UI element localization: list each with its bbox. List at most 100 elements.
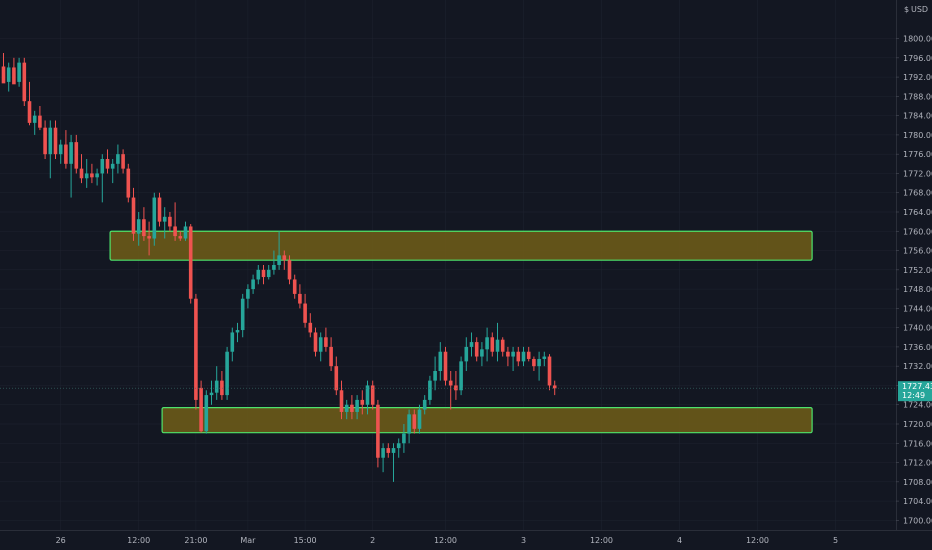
candle[interactable] (339, 380, 344, 420)
candle[interactable] (350, 395, 354, 420)
candle[interactable] (287, 255, 292, 285)
candle[interactable] (526, 346, 531, 362)
candle[interactable] (69, 134, 73, 198)
support-resistance-zones[interactable] (109, 230, 813, 434)
candle[interactable] (324, 327, 328, 352)
candle[interactable] (292, 274, 297, 299)
candle[interactable] (95, 168, 99, 186)
candle[interactable] (334, 356, 339, 396)
candle[interactable] (386, 443, 391, 458)
candle[interactable] (48, 120, 53, 179)
candle[interactable] (495, 322, 500, 362)
candle[interactable] (402, 424, 406, 453)
candle[interactable] (464, 337, 469, 371)
candle[interactable] (303, 293, 307, 328)
candle[interactable] (251, 274, 255, 294)
candle[interactable] (183, 221, 188, 241)
candle[interactable] (209, 380, 214, 405)
candle[interactable] (266, 265, 271, 280)
candle[interactable] (448, 371, 453, 410)
candle[interactable] (542, 351, 547, 367)
candle[interactable] (142, 207, 146, 241)
candle[interactable] (194, 293, 198, 410)
currency-indicator[interactable]: $ USD (904, 5, 928, 14)
candle[interactable] (396, 438, 401, 458)
candle[interactable] (537, 351, 541, 381)
candle[interactable] (417, 404, 422, 434)
candle[interactable] (381, 443, 385, 473)
candle[interactable] (100, 154, 105, 203)
candle[interactable] (38, 106, 42, 131)
candle[interactable] (376, 399, 380, 468)
candle[interactable] (168, 212, 172, 232)
time-axis[interactable]: 26 12:00 21:00 Mar 15:00 2 12:00 3 12:00 4 12:00 5 (56, 536, 838, 545)
candle[interactable] (407, 409, 411, 444)
candle[interactable] (43, 120, 47, 159)
candle[interactable] (485, 327, 489, 362)
candle[interactable] (308, 313, 313, 338)
candle[interactable] (438, 342, 443, 381)
candle[interactable] (131, 187, 136, 241)
candle[interactable] (152, 192, 157, 246)
candle[interactable] (136, 212, 141, 246)
candle[interactable] (318, 332, 323, 362)
candle[interactable] (298, 284, 302, 309)
candle[interactable] (511, 346, 515, 371)
candle[interactable] (552, 380, 557, 396)
zone-rect-2[interactable] (161, 407, 813, 434)
candle[interactable] (532, 356, 536, 371)
candle[interactable] (500, 337, 505, 357)
candle[interactable] (225, 346, 229, 400)
candle[interactable] (121, 149, 125, 174)
candle[interactable] (277, 231, 281, 270)
candle[interactable] (355, 395, 359, 420)
candle[interactable] (230, 327, 235, 362)
candle[interactable] (116, 144, 120, 174)
candle[interactable] (443, 346, 448, 386)
candle[interactable] (178, 231, 183, 241)
candle[interactable] (6, 62, 11, 92)
candle[interactable] (84, 159, 89, 188)
candle[interactable] (1, 53, 6, 84)
candle[interactable] (422, 395, 427, 415)
candle[interactable] (220, 371, 224, 400)
candle[interactable] (74, 134, 79, 174)
candle[interactable] (214, 366, 219, 400)
candle[interactable] (474, 337, 479, 362)
candle[interactable] (547, 354, 552, 391)
candle[interactable] (360, 390, 365, 415)
candle[interactable] (147, 221, 151, 256)
candle[interactable] (27, 81, 32, 126)
candle[interactable] (391, 443, 396, 482)
candle[interactable] (344, 399, 349, 420)
candle[interactable] (521, 346, 526, 367)
candle[interactable] (365, 380, 370, 415)
candle[interactable] (370, 380, 375, 410)
candle[interactable] (272, 250, 276, 275)
candle[interactable] (459, 356, 463, 396)
candle[interactable] (490, 332, 495, 357)
candle[interactable] (433, 356, 437, 391)
candle[interactable] (110, 159, 115, 184)
candle[interactable] (22, 57, 27, 106)
candle[interactable] (58, 139, 63, 164)
candle[interactable] (157, 192, 162, 227)
candle[interactable] (173, 202, 177, 241)
candle[interactable] (32, 110, 37, 135)
candle[interactable] (516, 346, 521, 367)
candle[interactable] (480, 342, 484, 367)
candle[interactable] (64, 130, 68, 169)
candle[interactable] (454, 371, 458, 400)
candle[interactable] (256, 265, 261, 285)
candle[interactable] (12, 57, 16, 85)
candle[interactable] (105, 149, 110, 174)
candle[interactable] (313, 327, 318, 357)
candle[interactable] (329, 337, 333, 371)
candle[interactable] (199, 380, 203, 433)
candle[interactable] (240, 293, 245, 338)
candle[interactable] (246, 284, 250, 309)
candle[interactable] (17, 57, 21, 87)
candle[interactable] (469, 332, 474, 357)
candle[interactable] (412, 409, 417, 434)
